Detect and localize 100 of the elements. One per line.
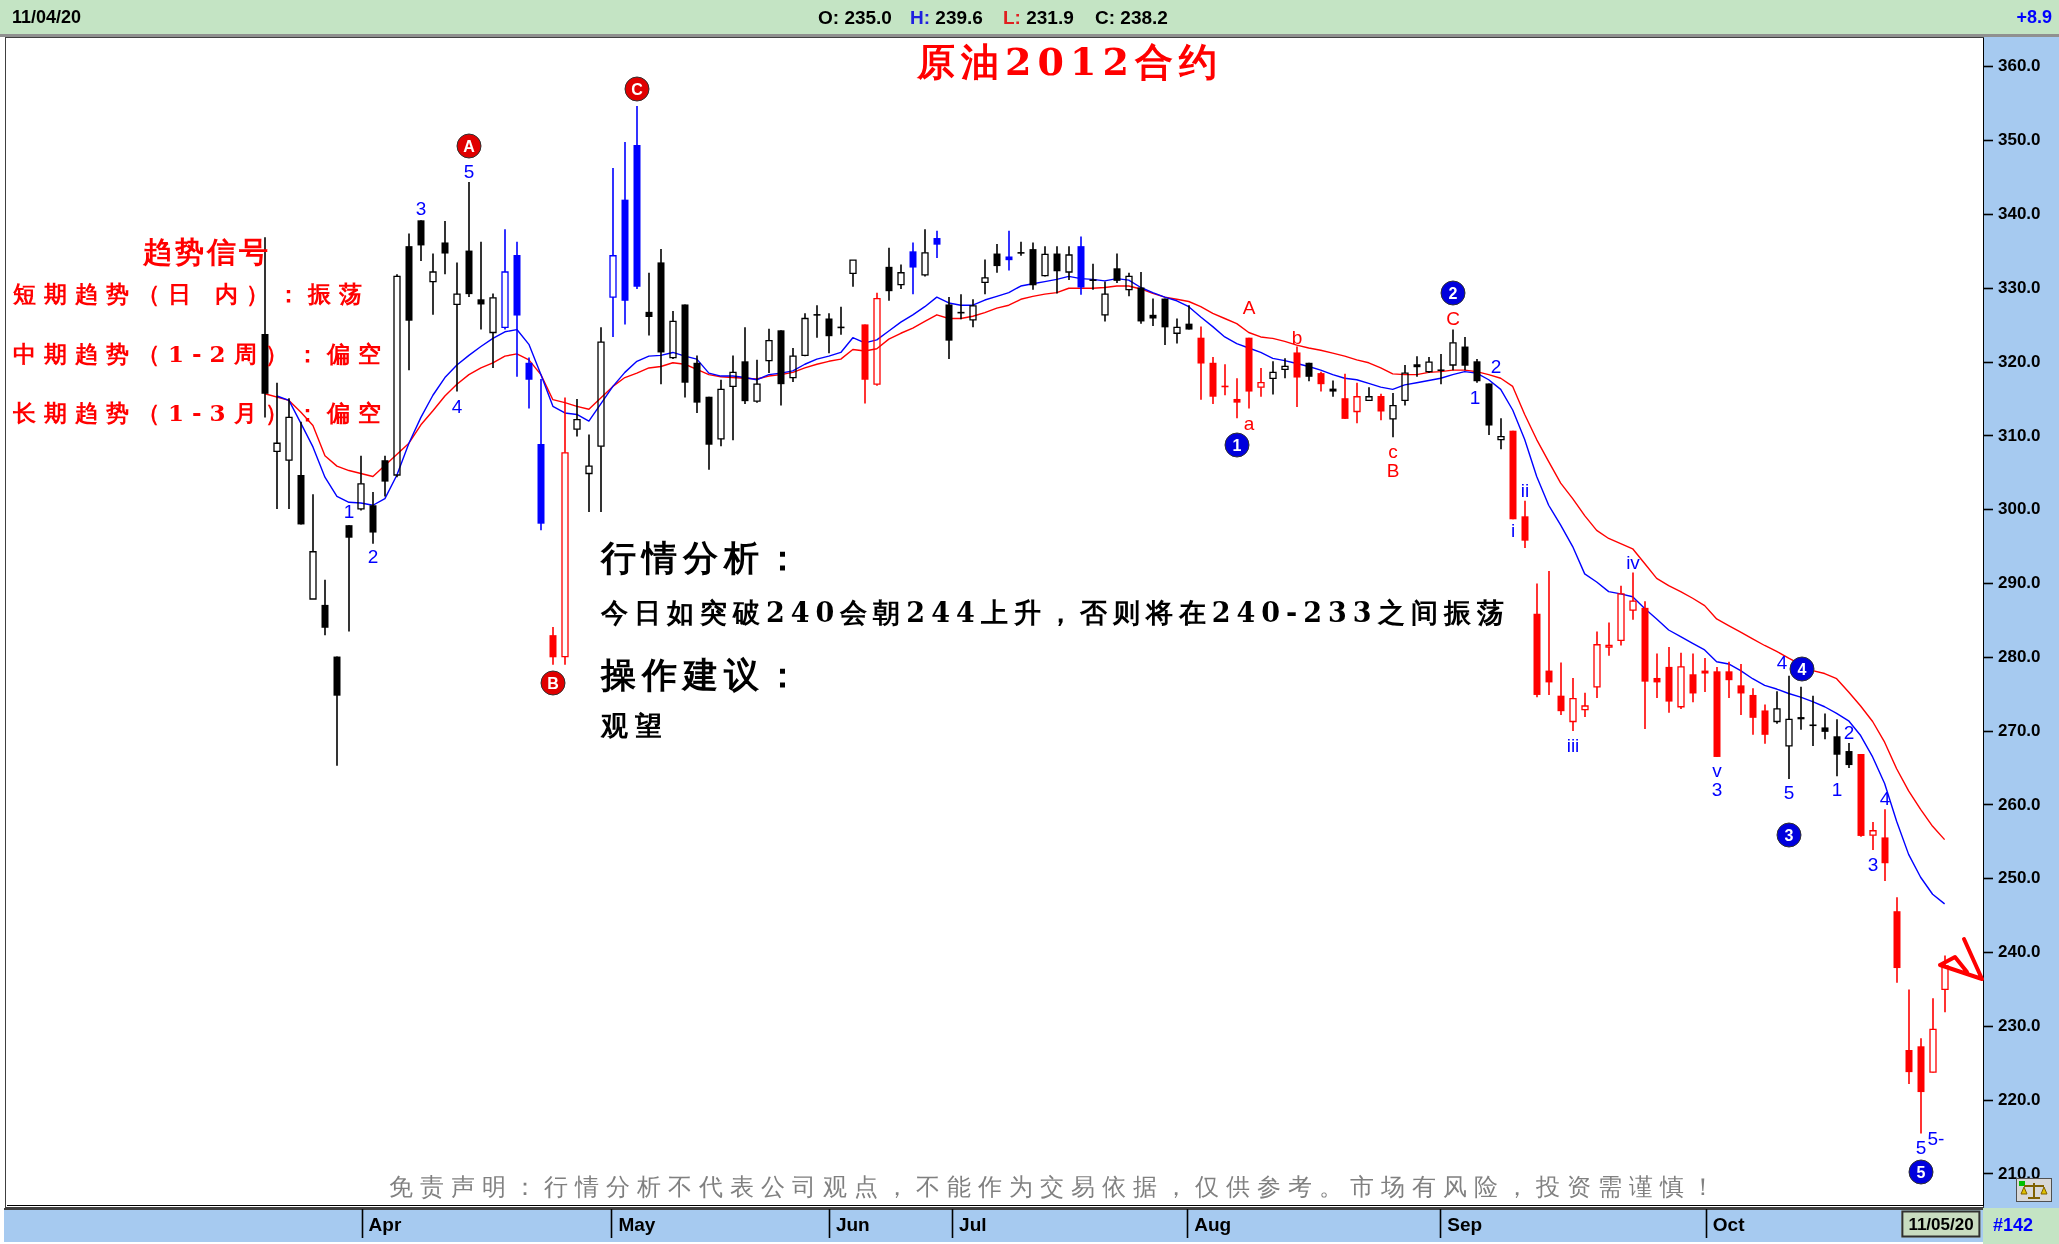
annotation: A (1242, 296, 1256, 318)
candlestick (549, 626, 557, 666)
x-tick-label: Aug (1194, 1213, 1232, 1235)
annotation: 1 (1831, 778, 1843, 800)
candlestick (1461, 336, 1469, 371)
candlestick (1749, 687, 1757, 736)
candlestick (1341, 373, 1349, 420)
y-tick-label: 240.0 (1998, 942, 2041, 962)
annotation: 1 (1469, 386, 1481, 408)
candlestick (897, 263, 905, 290)
candlestick (381, 454, 389, 498)
candlestick (993, 243, 1001, 274)
y-tick-label: 210.0 (1998, 1163, 2041, 1183)
y-tick-label: 300.0 (1998, 499, 2041, 519)
annotation: 5- (1927, 1127, 1945, 1149)
annotation: 操作建议： (601, 653, 806, 695)
annotation: 短期趋势（日 内）：振荡 (13, 279, 371, 307)
candlestick (825, 312, 833, 354)
y-tick-label: 340.0 (1998, 204, 2041, 224)
candlestick (669, 310, 677, 359)
candlestick (1317, 370, 1325, 393)
text: #142 (1993, 1215, 2034, 1235)
candlestick (1053, 245, 1061, 295)
candlestick (1473, 358, 1481, 384)
annotation: 5 (1908, 1159, 1934, 1185)
candlestick (1113, 252, 1121, 284)
candlestick (453, 261, 461, 393)
candlestick (1725, 660, 1733, 699)
candlestick (1653, 652, 1661, 699)
candlestick (1605, 621, 1613, 657)
annotation: 5 (463, 160, 475, 182)
candlestick (1941, 954, 1949, 1014)
annotation: 4 (1789, 656, 1815, 682)
chart-title: 原油2012合约 (917, 39, 1223, 84)
annotation: 1 (1224, 432, 1250, 458)
annotation: v (1712, 759, 1722, 781)
candlestick (1329, 379, 1337, 398)
annotation: 4 (1776, 651, 1788, 673)
annotation: 2 (1440, 280, 1466, 306)
annotation: 5 (1915, 1136, 1927, 1158)
y-tick-label: 250.0 (1998, 868, 2041, 888)
candlestick (429, 252, 437, 316)
annotation: 免责声明：行情分析不代表公司观点，不能作为交易依据，仅供参考。市场有风险，投资需谨慎！ (388, 1173, 1722, 1201)
candlestick (1389, 392, 1397, 439)
candlestick (1437, 353, 1445, 385)
candlestick (1377, 392, 1385, 422)
candlestick (765, 328, 773, 374)
candlestick (357, 454, 365, 510)
candlestick (1869, 821, 1877, 851)
candlestick (1449, 328, 1457, 371)
candlestick (285, 397, 293, 510)
candlestick (1353, 381, 1361, 425)
annotation: 行情分析： (601, 536, 806, 578)
y-tick-label: 290.0 (1998, 573, 2041, 593)
candlestick (525, 356, 533, 410)
candlestick (981, 258, 989, 295)
y-tick-label: 330.0 (1998, 277, 2041, 297)
x-tick-label: Sep (1447, 1213, 1483, 1235)
text: +8.9 (2016, 7, 2052, 27)
candlestick (1809, 694, 1817, 747)
candlestick (1569, 677, 1577, 732)
y-tick-label: 310.0 (1998, 425, 2041, 445)
annotation: 2 (1843, 721, 1855, 743)
text: O: 235.0 (818, 6, 892, 28)
candlestick (1905, 988, 1913, 1085)
candlestick (909, 241, 917, 295)
candlestick (321, 578, 329, 636)
candlestick (273, 381, 281, 510)
candlestick (801, 312, 809, 357)
candlestick (1593, 630, 1601, 699)
annotation: A (456, 133, 482, 159)
y-tick-label: 270.0 (1998, 720, 2041, 740)
candlestick (1185, 304, 1193, 331)
annotation: 1 (343, 500, 355, 522)
candlestick (1689, 652, 1697, 704)
annotation: 中期趋势（1-2周）：偏空 (13, 339, 389, 367)
annotation: a (1243, 412, 1255, 434)
x-tick-label: Jul (959, 1213, 987, 1235)
y-tick-label: 350.0 (1998, 130, 2041, 150)
candlestick (441, 220, 449, 276)
candlestick (1617, 584, 1625, 647)
annotation: B (540, 670, 566, 696)
annotation: 5 (1783, 781, 1795, 803)
y-tick-label: 320.0 (1998, 351, 2041, 371)
y-tick-label: 260.0 (1998, 794, 2041, 814)
candlestick (345, 524, 353, 633)
candlestick (1269, 360, 1277, 396)
annotation: 3 (415, 197, 427, 219)
candlestick (1365, 386, 1373, 402)
candlestick (1281, 357, 1289, 380)
text: H: 239.6 (910, 6, 983, 28)
candlestick (1545, 570, 1553, 696)
candlestick (1005, 229, 1013, 272)
candlestick (1821, 712, 1829, 741)
candlestick (561, 396, 569, 666)
candlestick (1413, 355, 1421, 378)
candlestick (1065, 245, 1073, 281)
candlestick (597, 326, 605, 513)
annotation: 4 (451, 395, 463, 417)
candlestick (1017, 240, 1025, 257)
